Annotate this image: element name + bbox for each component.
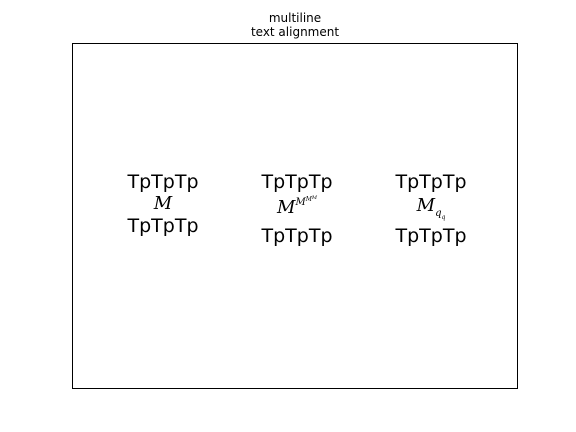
text-bottom-center: TpTpTp	[261, 225, 333, 247]
text-top-center: TpTpTp	[261, 171, 333, 193]
math-right: Mqq	[361, 193, 501, 225]
text-block-right: TpTpTp Mqq TpTpTp	[361, 171, 501, 247]
text-top-right: TpTpTp	[395, 171, 467, 193]
plot-title-line1: multiline	[268, 11, 322, 25]
plot-axes: TpTpTp M TpTpTp TpTpTp MMMM TpTpTp TpTpT…	[72, 43, 518, 389]
text-bottom-right: TpTpTp	[395, 225, 467, 247]
text-block-left: TpTpTp M TpTpTp	[93, 171, 233, 237]
math-sup2-center: M	[305, 196, 312, 203]
math-sup1-center: M	[295, 197, 306, 208]
math-center: MMMM	[227, 193, 367, 225]
math-sub2-right: q	[441, 214, 446, 221]
math-base-left: M	[153, 193, 173, 214]
text-bottom-left: TpTpTp	[127, 215, 199, 237]
math-base-center: M	[277, 197, 296, 218]
math-left: M	[93, 193, 233, 215]
math-base-right: M	[416, 195, 436, 216]
text-top-left: TpTpTp	[127, 171, 199, 193]
plot-title-line2: text alignment	[250, 25, 340, 39]
math-sup3-center: M	[311, 195, 317, 201]
math-sub1-right: q	[435, 208, 442, 219]
text-block-center: TpTpTp MMMM TpTpTp	[227, 171, 367, 247]
